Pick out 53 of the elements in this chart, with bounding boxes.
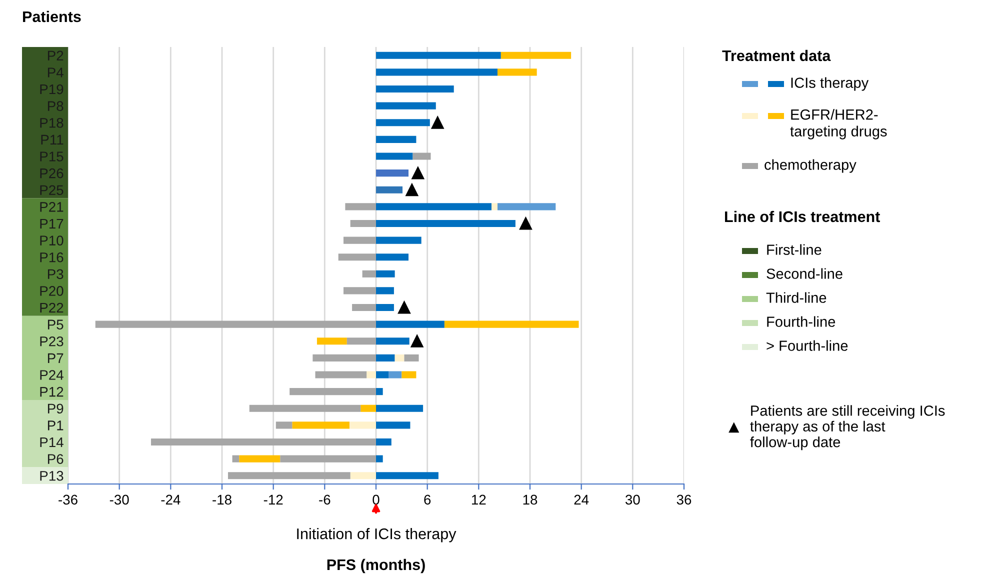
y-tick-label: P7 bbox=[48, 353, 64, 363]
y-tick-label: P8 bbox=[48, 101, 64, 111]
legend-label: Patients are still receiving ICIs therapy as of the last follow-up date bbox=[750, 405, 945, 450]
text: > Fourth-line bbox=[766, 340, 848, 351]
y-tick-label: P9 bbox=[48, 404, 64, 414]
text: Fourth-line bbox=[767, 316, 836, 327]
annotation: Initiation of ICIs therapy bbox=[297, 528, 456, 542]
x-tick-label: 36 bbox=[676, 494, 692, 505]
text: Line of ICIs treatment bbox=[725, 210, 880, 222]
y-tick-label: P21 bbox=[40, 202, 64, 212]
y-tick-label: P2 bbox=[48, 50, 64, 60]
x-tick-label: 6 bbox=[424, 494, 431, 505]
y-tick-label: P15 bbox=[40, 152, 64, 162]
x-tick-label: -18 bbox=[212, 494, 232, 505]
x-tick-label: 0 bbox=[372, 494, 380, 505]
y-tick-label: P1 bbox=[48, 420, 64, 430]
y-tick-label: P16 bbox=[40, 252, 64, 262]
x-tick-label: 24 bbox=[574, 494, 589, 504]
y-tick-label: P10 bbox=[40, 236, 64, 246]
y-tick-label: P25 bbox=[40, 185, 64, 196]
y-tick-label: P4 bbox=[48, 68, 64, 78]
y-tick-label: P11 bbox=[41, 134, 64, 144]
x-tick-label: 30 bbox=[625, 494, 640, 505]
legend-title: Treatment data bbox=[722, 50, 831, 62]
y-tick-label: P23 bbox=[40, 336, 64, 346]
text: Third-line bbox=[766, 292, 826, 303]
y-tick-label: P13 bbox=[40, 470, 64, 481]
legend-label: chemotherapy bbox=[764, 159, 856, 173]
y-tick-label: P22 bbox=[40, 302, 64, 313]
x-tick-label: -36 bbox=[58, 494, 78, 505]
y-tick-label: P14 bbox=[40, 437, 64, 448]
text: First-line bbox=[767, 244, 822, 255]
y-axis-title: Patients bbox=[23, 10, 81, 22]
y-tick-label: P3 bbox=[48, 269, 64, 280]
x-tick-label: -6 bbox=[319, 494, 330, 505]
y-tick-label: P5 bbox=[48, 320, 64, 330]
legend-label: ICIs therapy bbox=[791, 77, 869, 91]
text: Second-line bbox=[766, 268, 842, 279]
legend-label: EGFR/HER2- targeting drugs bbox=[790, 109, 887, 140]
y-tick-label: P17 bbox=[40, 218, 64, 229]
y-tick-label: P24 bbox=[40, 370, 64, 380]
y-tick-label: P6 bbox=[48, 454, 64, 464]
x-tick-label: -12 bbox=[264, 494, 283, 504]
x-tick-label: -24 bbox=[161, 494, 180, 504]
y-tick-label: P26 bbox=[40, 168, 64, 178]
y-tick-label: P18 bbox=[40, 118, 64, 128]
x-axis-title: PFS (months) bbox=[327, 558, 425, 574]
y-tick-label: P20 bbox=[40, 286, 64, 296]
y-tick-label: P19 bbox=[40, 84, 64, 94]
x-tick-label: 18 bbox=[523, 494, 538, 505]
x-tick-label: 12 bbox=[472, 494, 486, 504]
x-tick-label: -30 bbox=[110, 494, 129, 505]
y-tick-label: P12 bbox=[40, 386, 64, 397]
